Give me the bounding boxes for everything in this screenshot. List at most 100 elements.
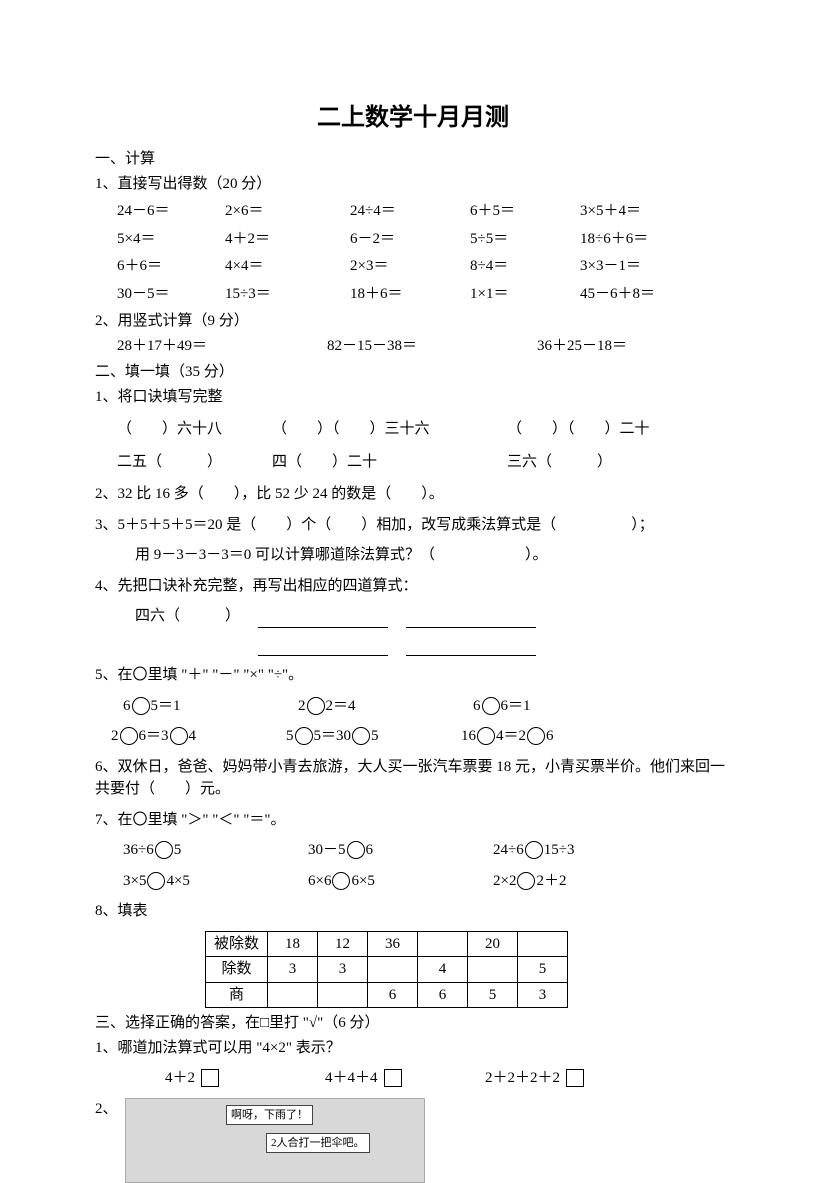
q1-1-head: 1、直接写出得数（20 分） — [95, 173, 731, 196]
table-cell: 6 — [418, 982, 468, 1008]
classroom-image: 啊呀，下雨了！ 2人合打一把伞吧。 — [125, 1098, 425, 1183]
op-txt: 6＝3 — [139, 725, 169, 748]
circle-icon — [332, 872, 350, 890]
q2-4-fill: 四六（ ） — [95, 605, 731, 628]
op-txt: 2 — [111, 725, 119, 748]
calc-cell: 1×1＝ — [470, 283, 580, 306]
q2-2: 2、32 比 16 多（ ），比 52 少 24 的数是（ ）。 — [95, 483, 731, 506]
section-3-head: 三、选择正确的答案，在□里打 "√"（6 分） — [95, 1012, 731, 1035]
cmp-txt: 15÷3 — [544, 839, 575, 862]
cmp-txt: 24÷6 — [493, 839, 524, 862]
long-calc-cell: 28＋17＋49＝ — [117, 335, 327, 358]
speech-bubble-2: 2人合打一把伞吧。 — [266, 1133, 370, 1154]
circle-icon — [347, 841, 365, 859]
circle-icon — [170, 727, 188, 745]
op-txt: 2 — [298, 695, 306, 718]
calc-cell: 8÷4＝ — [470, 255, 580, 278]
cmp-cell: 36÷65 — [123, 839, 308, 862]
choice-item: 4＋2 — [165, 1067, 325, 1090]
calc-row-2: 5×4＝ 4＋2＝ 6－2＝ 5÷5＝ 18÷6＋6＝ — [95, 228, 731, 251]
section-2-head: 二、填一填（35 分） — [95, 361, 731, 384]
fill-cell: 二五（ ） — [117, 451, 272, 474]
blank-line — [258, 640, 388, 656]
table-row: 商 6 6 5 3 — [206, 982, 568, 1008]
op-cell: 22＝4 — [298, 695, 473, 718]
table-cell — [268, 982, 318, 1008]
long-calc-row: 28＋17＋49＝ 82－15－38＝ 36＋25－18＝ — [95, 335, 731, 358]
table-row: 被除数 18 12 36 20 — [206, 931, 568, 957]
cmp-txt: 2＋2 — [536, 870, 566, 893]
circle-icon — [517, 872, 535, 890]
calc-cell: 15÷3＝ — [225, 283, 350, 306]
blank-line — [406, 640, 536, 656]
circle-icon — [120, 727, 138, 745]
calc-row-4: 30－5＝ 15÷3＝ 18＋6＝ 1×1＝ 45－6＋8＝ — [95, 283, 731, 306]
division-table: 被除数 18 12 36 20 除数 3 3 4 5 商 6 6 5 3 — [205, 931, 568, 1009]
calc-cell: 5×4＝ — [117, 228, 225, 251]
table-cell: 36 — [368, 931, 418, 957]
cmp-txt: 6 — [366, 839, 374, 862]
choice-text: 4＋2 — [165, 1067, 195, 1090]
table-cell: 被除数 — [206, 931, 268, 957]
checkbox-icon — [384, 1069, 402, 1087]
calc-cell: 2×6＝ — [225, 200, 350, 223]
checkbox-icon — [566, 1069, 584, 1087]
calc-cell: 5÷5＝ — [470, 228, 580, 251]
op-txt: 6＝1 — [501, 695, 531, 718]
cmp-txt: 5 — [174, 839, 182, 862]
q2-4a: 四六（ ） — [135, 605, 240, 628]
speech-bubble-1: 啊呀，下雨了！ — [226, 1105, 313, 1126]
cmp-cell: 30－5 6 — [308, 839, 493, 862]
cmp-row-2: 3×54×5 6×66×5 2×22＋2 — [95, 870, 731, 893]
fill-cell: （ ）（ ）二十 — [507, 418, 687, 441]
q2-8: 8、填表 — [95, 900, 731, 923]
op-cell: 2 6＝3 4 — [111, 725, 286, 748]
op-txt: 4 — [189, 725, 197, 748]
fill-row-2: 二五（ ） 四（ ）二十 三六（ ） — [95, 451, 731, 474]
q2-4: 4、先把口诀补充完整，再写出相应的四道算式： — [95, 575, 731, 598]
calc-cell: 3×3－1＝ — [580, 255, 720, 278]
op-cell: 65＝1 — [123, 695, 298, 718]
cmp-txt: 6×5 — [351, 870, 374, 893]
cmp-txt: 2×2 — [493, 870, 516, 893]
q2-1-head: 1、将口诀填写完整 — [95, 386, 731, 409]
table-cell: 3 — [518, 982, 568, 1008]
calc-cell: 6－2＝ — [350, 228, 470, 251]
calc-cell: 2×3＝ — [350, 255, 470, 278]
circle-icon — [147, 872, 165, 890]
circle-icon — [295, 727, 313, 745]
calc-cell: 6＋6＝ — [117, 255, 225, 278]
calc-cell: 4＋2＝ — [225, 228, 350, 251]
cmp-cell: 24÷6 15÷3 — [493, 839, 678, 862]
op-txt: 4＝2 — [496, 725, 526, 748]
q2-6: 6、双休日，爸爸、妈妈带小青去旅游，大人买一张汽车票要 18 元，小青买票半价。… — [95, 756, 731, 801]
circle-icon — [352, 727, 370, 745]
op-txt: 5＝30 — [314, 725, 352, 748]
table-cell: 18 — [268, 931, 318, 957]
circle-icon — [482, 697, 500, 715]
circle-icon — [477, 727, 495, 745]
calc-cell: 24÷4＝ — [350, 200, 470, 223]
calc-row-3: 6＋6＝ 4×4＝ 2×3＝ 8÷4＝ 3×3－1＝ — [95, 255, 731, 278]
table-cell — [368, 957, 418, 983]
q3-2-label: 2、 — [95, 1098, 125, 1121]
calc-row-1: 24－6＝ 2×6＝ 24÷4＝ 6＋5＝ 3×5＋4＝ — [95, 200, 731, 223]
cmp-txt: 30－5 — [308, 839, 346, 862]
q2-3a: 3、5＋5＋5＋5＝20 是（ ）个（ ）相加，改写成乘法算式是（ ）； — [95, 514, 731, 537]
table-cell — [468, 957, 518, 983]
op-row-2: 26＝34 55＝305 164＝26 — [95, 725, 731, 748]
op-txt: 5 — [371, 725, 379, 748]
op-txt: 5 — [286, 725, 294, 748]
calc-cell: 6＋5＝ — [470, 200, 580, 223]
calc-cell: 30－5＝ — [117, 283, 225, 306]
choice-row: 4＋2 4＋4＋4 2＋2＋2＋2 — [95, 1067, 731, 1090]
choice-text: 4＋4＋4 — [325, 1067, 378, 1090]
table-cell: 5 — [468, 982, 518, 1008]
q2-3b: 用 9－3－3－3＝0 可以计算哪道除法算式？（ ）。 — [95, 544, 731, 567]
q2-4-fill2: 四六（ ） — [95, 634, 731, 657]
circle-icon — [527, 727, 545, 745]
table-cell: 商 — [206, 982, 268, 1008]
circle-icon — [525, 841, 543, 859]
cmp-cell: 6×66×5 — [308, 870, 493, 893]
calc-cell: 18÷6＋6＝ — [580, 228, 720, 251]
